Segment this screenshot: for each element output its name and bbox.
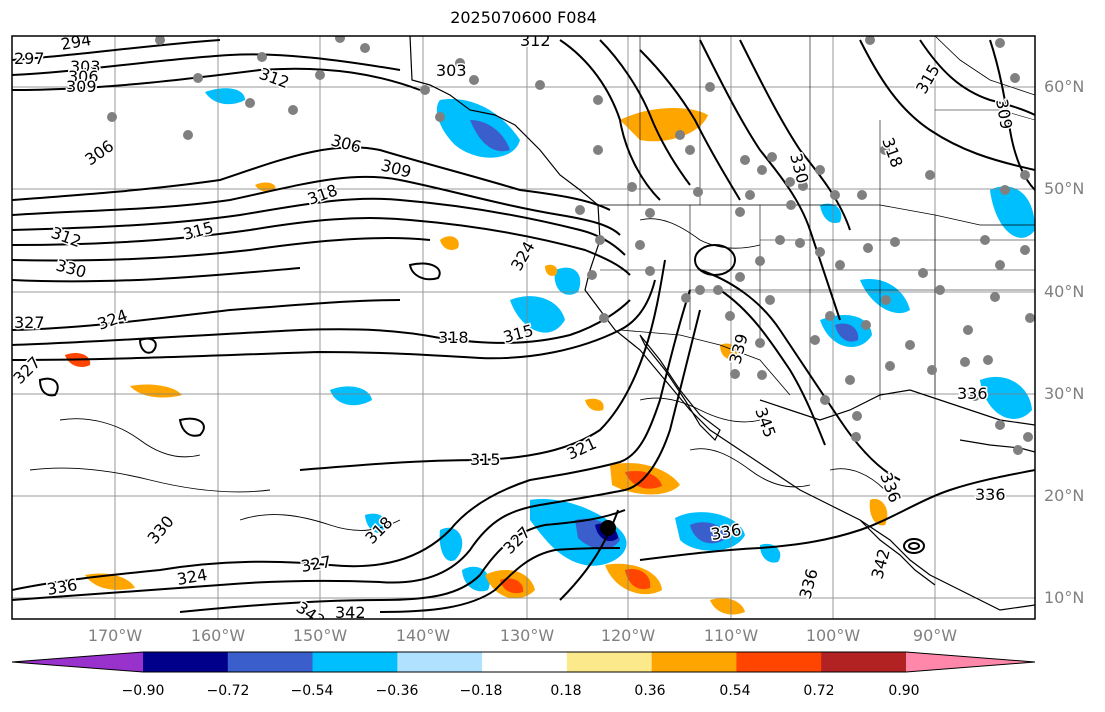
shade-positive-patch	[710, 598, 745, 615]
lon-label-150w: 150°W	[292, 626, 348, 645]
lat-label-10n: 10°N	[1044, 588, 1085, 607]
shade-negative-patch	[470, 120, 510, 152]
colorbar-segment	[821, 652, 907, 672]
shade-negative-patch	[365, 513, 388, 534]
contour-label: 336	[957, 384, 988, 403]
colorbar-segment	[397, 652, 483, 672]
lon-label-170w: 170°W	[87, 626, 143, 645]
colorbar-segment	[566, 652, 653, 672]
colorbar-tick-label: −0.54	[290, 683, 334, 699]
station-dots	[107, 36, 1035, 455]
shade-positive-patch	[440, 236, 459, 251]
shade-negative-patch	[205, 88, 245, 105]
contour-lines	[12, 39, 1035, 613]
colorbar-segment	[227, 652, 314, 672]
colorbar-outline	[11, 651, 1036, 673]
chart-title: 2025070600 F084	[450, 8, 597, 27]
shade-negative-patch	[554, 267, 581, 295]
colorbar-segment	[143, 652, 229, 672]
colorbar-tick-label: 0.72	[803, 683, 835, 699]
shade-positive-patch	[625, 569, 651, 590]
lat-label-30n: 30°N	[1044, 384, 1085, 403]
shade-positive-patch	[869, 499, 888, 526]
colorbar-tick-label: −0.72	[206, 683, 250, 699]
graticule	[12, 36, 1035, 619]
contour-label: 342	[868, 547, 894, 581]
shade-positive-patch	[585, 398, 604, 411]
lon-label-160w: 160°W	[190, 626, 246, 645]
lon-label-120w: 120°W	[600, 626, 656, 645]
colorbar-tick-label: −0.36	[375, 683, 419, 699]
map-frame	[11, 35, 1036, 620]
colorbar-tick-label: −0.90	[121, 683, 165, 699]
contour-label: 315	[470, 450, 501, 469]
contour-label: 342	[335, 603, 366, 622]
colorbar-segment	[312, 652, 398, 672]
contour-label: 309	[66, 77, 97, 96]
shade-positive-patch	[620, 108, 708, 142]
contour-label: 309	[992, 97, 1016, 130]
shade-negative-patch	[980, 376, 1032, 419]
shade-negative-patch	[690, 522, 728, 544]
lon-label-90w: 90°W	[912, 626, 958, 645]
lon-label-130w: 130°W	[499, 626, 555, 645]
contour-label: 318	[438, 328, 469, 347]
coastlines-and-borders	[409, 36, 1035, 611]
colorbar-tick-label: 0.36	[634, 683, 666, 699]
colorbar-tick-label: 0.54	[719, 683, 751, 699]
colorbar-tick-label: 0.18	[550, 683, 582, 699]
colorbar-segment	[482, 652, 568, 672]
colorbar-extend-min	[12, 652, 143, 672]
lat-label-20n: 20°N	[1044, 486, 1085, 505]
shade-positive-patch	[720, 343, 737, 360]
shade-negative-patch	[820, 203, 842, 224]
lat-label-40n: 40°N	[1044, 282, 1085, 301]
lon-label-110w: 110°W	[703, 626, 759, 645]
lon-label-140w: 140°W	[395, 626, 451, 645]
thin-contour-lines	[29, 218, 886, 531]
shade-positive-patch	[545, 264, 558, 276]
contour-label: 336	[709, 520, 742, 544]
shade-negative-patch	[510, 296, 565, 333]
colorbar-segment	[651, 652, 737, 672]
colorbar-tick-label: 0.90	[888, 683, 920, 699]
contour-label: 327	[14, 313, 45, 332]
colorbar-tick-label: −0.18	[459, 683, 503, 699]
contour-label: 306	[68, 67, 99, 86]
contour-label: 312	[520, 31, 551, 50]
contour-label: 303	[436, 61, 467, 80]
contour-label: 303	[70, 57, 101, 76]
storm-center-marker	[600, 520, 616, 536]
shade-negative-patch	[835, 323, 859, 342]
colorbar-extend-max	[906, 652, 1035, 672]
lon-label-100w: 100°W	[805, 626, 861, 645]
colorbar-segment	[736, 652, 822, 672]
shade-negative-patch	[439, 527, 463, 561]
contour-label: 330	[786, 151, 812, 185]
shade-positive-patch	[500, 578, 524, 594]
shade-negative-patch	[330, 386, 372, 406]
contour-label: 297	[14, 49, 45, 68]
lat-label-50n: 50°N	[1044, 179, 1085, 198]
lat-label-60n: 60°N	[1044, 77, 1085, 96]
contour-label: 336	[975, 485, 1006, 504]
